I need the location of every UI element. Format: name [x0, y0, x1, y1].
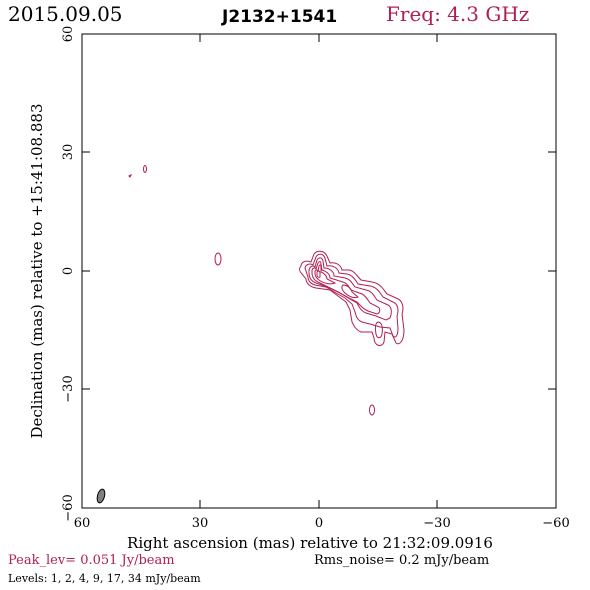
x-axis-label: Right ascension (mas) relative to 21:32:… [127, 534, 493, 552]
source-name: J2132+1541 [222, 7, 338, 27]
rms-noise: Rms_noise= 0.2 mJy/beam [314, 553, 490, 568]
y-ticks [82, 33, 556, 509]
y-tick-label: 0 [61, 267, 76, 275]
y-tick-label: −30 [61, 375, 76, 402]
x-tick-label: 0 [315, 516, 323, 531]
y-tick-label: −60 [61, 494, 76, 521]
frequency-label: Freq: 4.3 GHz [386, 2, 530, 26]
beam-ellipse [96, 488, 106, 504]
observation-date: 2015.09.05 [8, 2, 123, 26]
contours [128, 165, 405, 416]
x-ticks [81, 34, 557, 508]
y-tick-label: 60 [61, 26, 76, 43]
x-tick-label: −30 [423, 516, 450, 531]
y-axis-label: Declination (mas) relative to +15:41:08.… [28, 103, 46, 438]
y-tick-label: 30 [61, 144, 76, 161]
x-tick-label: 30 [192, 516, 209, 531]
x-tick-label: −60 [542, 516, 569, 531]
contour-levels: Levels: 1, 2, 4, 9, 17, 34 mJy/beam [8, 572, 201, 585]
x-tick-label: 60 [74, 516, 91, 531]
peak-level: Peak_lev= 0.051 Jy/beam [8, 553, 175, 568]
